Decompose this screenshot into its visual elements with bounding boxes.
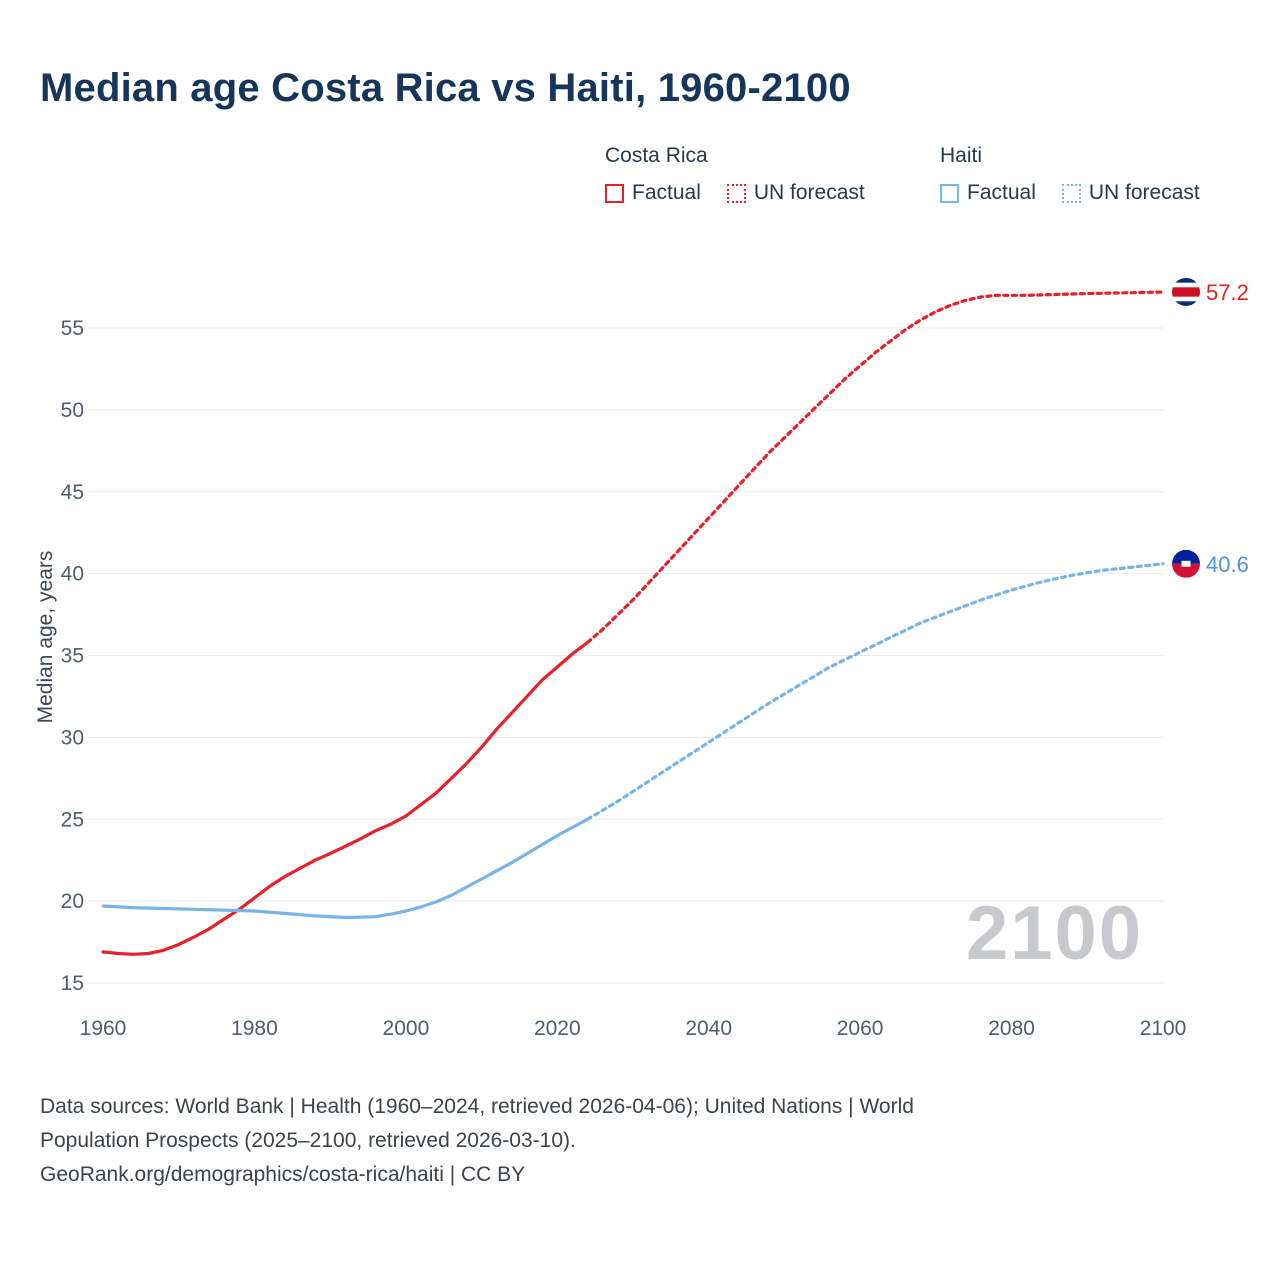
x-tick-label: 2080 [988,1017,1035,1040]
dotted-swatch-icon [726,183,746,203]
legend-item-label: Factual [967,181,1036,204]
solid-swatch-icon [605,183,624,203]
footer-line: Data sources: World Bank | Health (1960–… [40,1095,914,1118]
y-tick-label: 40 [61,563,84,586]
x-tick-label: 2020 [534,1017,581,1040]
legend-item-costa-rica-factual: Factual [605,181,701,205]
series-line-haiti-factual [101,817,590,920]
solid-swatch-icon [940,183,959,203]
legend-group-title: Costa Rica [605,144,708,167]
x-tick-label: 1960 [80,1017,127,1040]
page-title: Median age Costa Rica vs Haiti, 1960-210… [40,66,851,110]
legend-group-haiti: Haiti Factual UN forecast [940,144,1200,205]
y-tick-label: 45 [61,481,84,504]
legend-item-haiti-forecast: UN forecast [1061,181,1200,205]
legend-item-costa-rica-forecast: UN forecast [726,181,865,205]
footer-line: Population Prospects (2025–2100, retriev… [40,1129,576,1153]
haiti-flag-icon [1172,549,1200,578]
legend: Costa Rica Factual UN forecast Haiti Fac… [0,144,1280,230]
y-tick-label: 55 [61,317,84,340]
footer-line: GeoRank.org/demographics/costa-rica/hait… [40,1163,526,1187]
y-tick-label: 15 [61,972,84,995]
x-tick-label: 2040 [685,1017,732,1040]
x-tick-label: 2000 [383,1017,430,1040]
end-value-label: 40.6 [1206,552,1249,577]
x-tick-label: 2060 [837,1017,884,1040]
series-line-costa-rica-factual [101,640,590,956]
x-tick-label: 1980 [231,1017,278,1040]
legend-item-haiti-factual: Factual [940,181,1036,205]
y-tick-label: 25 [61,808,84,831]
y-tick-label: 35 [61,645,84,668]
legend-item-label: Factual [632,181,701,204]
x-tick-label: 2100 [1140,1017,1187,1040]
y-tick-label: 20 [61,890,84,913]
data-sources-footer: Data sources: World Bank | Health (1960–… [40,1090,1170,1192]
legend-group-costa-rica: Costa Rica Factual UN forecast [605,144,865,205]
end-value-label: 57.2 [1206,280,1249,305]
costa-rica-flag-icon [1172,277,1200,306]
dotted-swatch-icon [1061,183,1081,203]
line-chart: 15 20 25 30 35 40 45 50 55 1960 1980 2000 2020 2040 20… [61,277,1249,1040]
watermark-year: 2100 [966,891,1144,976]
legend-item-label: UN forecast [1088,181,1200,204]
y-tick-label: 50 [61,399,84,422]
legend-group-title: Haiti [940,144,983,167]
series-line-haiti-un-forecast [585,562,1165,821]
legend-item-label: UN forecast [753,181,865,204]
series-line-costa-rica-un-forecast [585,290,1165,644]
y-tick-label: 30 [61,726,84,749]
